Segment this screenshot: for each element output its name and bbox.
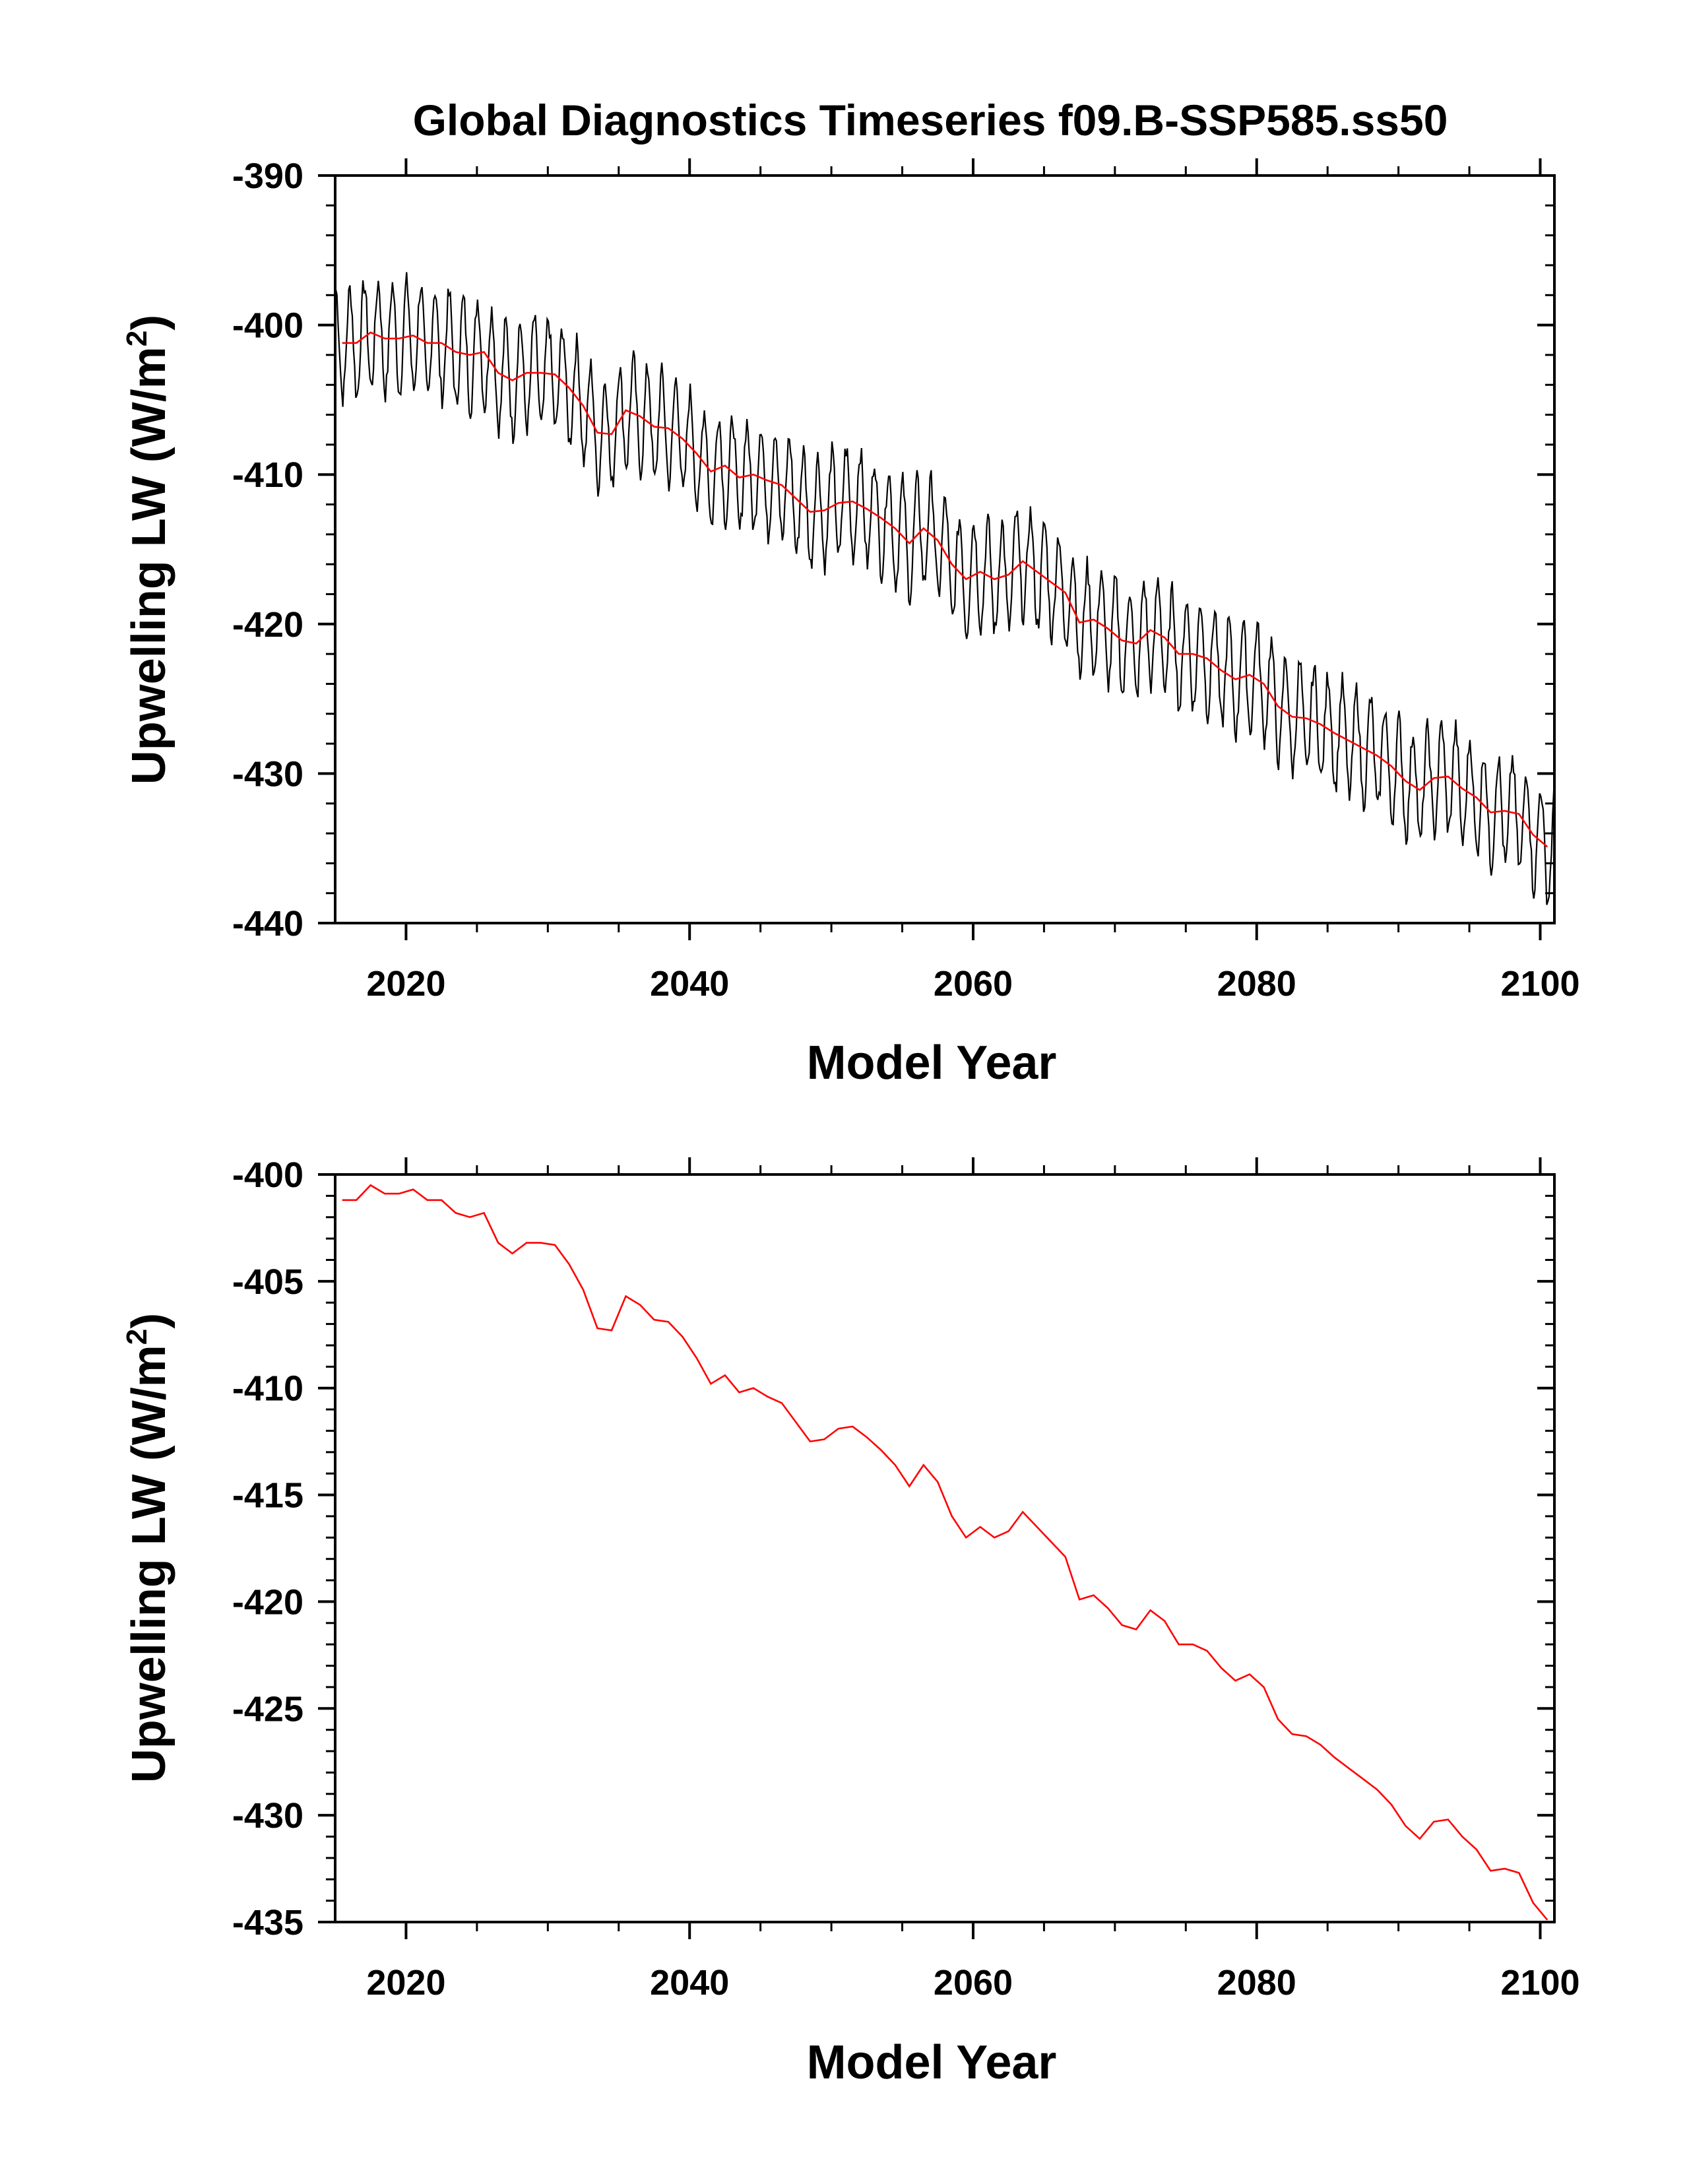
bottom-y-label-main: Upwelling LW (W/m <box>123 1345 175 1783</box>
y-tick-label: -425 <box>232 1689 303 1729</box>
y-tick-label: -390 <box>232 156 303 196</box>
x-tick-label: 2100 <box>1500 1963 1579 2003</box>
y-tick-label: -415 <box>232 1476 303 1516</box>
x-tick-label: 2040 <box>650 1963 729 2003</box>
x-tick-label: 2080 <box>1217 1963 1296 2003</box>
top-axis-ticks <box>318 158 1554 940</box>
top-y-axis-label: Upwelling LW (W/m2) <box>121 315 175 785</box>
bottom-x-axis-label: Model Year <box>807 2036 1057 2089</box>
top-plot-area <box>335 272 1555 905</box>
y-tick-label: -430 <box>232 1796 303 1836</box>
x-tick-label: 2040 <box>650 964 729 1004</box>
top-x-axis-label: Model Year <box>807 1037 1057 1089</box>
y-tick-label: -420 <box>232 1582 303 1622</box>
bottom-y-label-close: ) <box>123 1313 175 1329</box>
bottom-y-tick-labels: -435 -430 -425 -420 -415 -410 -405 -400 <box>232 1155 303 1943</box>
annual-mean-series-line <box>342 1184 1548 1921</box>
y-tick-label: -410 <box>232 1369 303 1409</box>
bottom-y-label-sup: 2 <box>121 1329 153 1345</box>
y-tick-label: -400 <box>232 1155 303 1195</box>
x-tick-label: 2020 <box>366 964 445 1004</box>
x-tick-label: 2020 <box>366 1963 445 2003</box>
y-tick-label: -430 <box>232 754 303 794</box>
top-axes-frame <box>334 174 1556 924</box>
y-tick-label: -405 <box>232 1262 303 1302</box>
top-panel: -440 -430 -420 -410 -400 -390 2020 2040 2060 208… <box>121 156 1580 1089</box>
figure-title: Global Diagnostics Timeseries f09.B-SSP5… <box>413 96 1448 145</box>
top-x-tick-labels: 2020 2040 2060 2080 2100 <box>366 964 1579 1004</box>
monthly-series-line <box>335 272 1555 905</box>
x-tick-label: 2060 <box>934 964 1013 1004</box>
annual-mean-series-line <box>342 331 1548 848</box>
bottom-axes-frame <box>334 1173 1556 1923</box>
top-y-label-sup: 2 <box>121 331 153 346</box>
x-tick-label: 2080 <box>1217 964 1296 1004</box>
y-tick-label: -410 <box>232 455 303 495</box>
top-y-label-close: ) <box>123 315 175 331</box>
y-tick-label: -400 <box>232 306 303 346</box>
bottom-y-axis-label: Upwelling LW (W/m2) <box>121 1313 175 1783</box>
x-tick-label: 2100 <box>1500 964 1579 1004</box>
top-y-tick-labels: -440 -430 -420 -410 -400 -390 <box>232 156 303 944</box>
y-tick-label: -440 <box>232 904 303 944</box>
top-y-label-main: Upwelling LW (W/m <box>123 346 175 785</box>
x-tick-label: 2060 <box>934 1963 1013 2003</box>
bottom-plot-area <box>342 1184 1548 1921</box>
bottom-axis-ticks <box>318 1157 1554 1939</box>
y-tick-label: -420 <box>232 605 303 645</box>
y-tick-label: -435 <box>232 1903 303 1943</box>
bottom-panel: -435 -430 -425 -420 -415 -410 -405 -400 2020 204… <box>121 1155 1580 2089</box>
bottom-x-tick-labels: 2020 2040 2060 2080 2100 <box>366 1963 1579 2003</box>
